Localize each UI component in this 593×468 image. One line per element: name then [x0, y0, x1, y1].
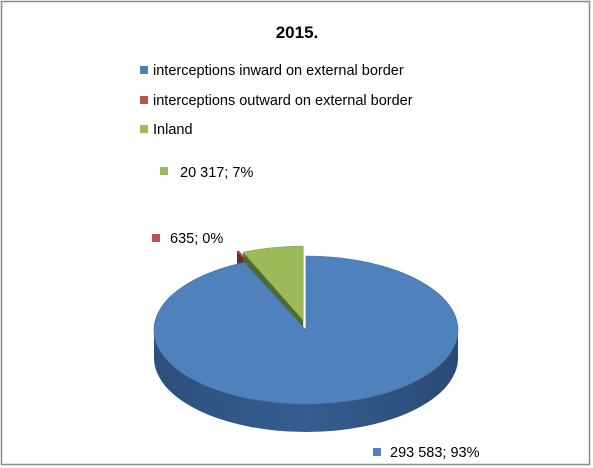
- chart-title: 2015.: [276, 23, 319, 42]
- pie-side-inward: [154, 330, 458, 432]
- legend-swatch-inland: [140, 125, 148, 133]
- legend-label-inland: Inland: [153, 122, 193, 138]
- pie-slice-inward: [153, 255, 459, 405]
- data-label-swatch-outward: [152, 234, 160, 242]
- data-label-swatch-inland: [160, 167, 168, 175]
- legend-label-inward: interceptions inward on external border: [153, 63, 404, 79]
- pie-slice-inland: [242, 245, 304, 321]
- data-label-swatch-inward: [373, 448, 381, 456]
- legend-swatch-outward: [140, 96, 148, 104]
- legend-label-outward: interceptions outward on external border: [153, 93, 413, 109]
- data-label-inland: 20 317; 7%: [180, 165, 253, 181]
- data-labels: 20 317; 7% 635; 0% 293 583; 93%: [152, 165, 480, 461]
- pie-slices: [153, 245, 459, 432]
- data-label-outward: 635; 0%: [170, 231, 223, 247]
- legend-swatch-inward: [140, 66, 148, 74]
- data-label-inward: 293 583; 93%: [390, 445, 480, 461]
- legend: interceptions inward on external border …: [140, 63, 413, 138]
